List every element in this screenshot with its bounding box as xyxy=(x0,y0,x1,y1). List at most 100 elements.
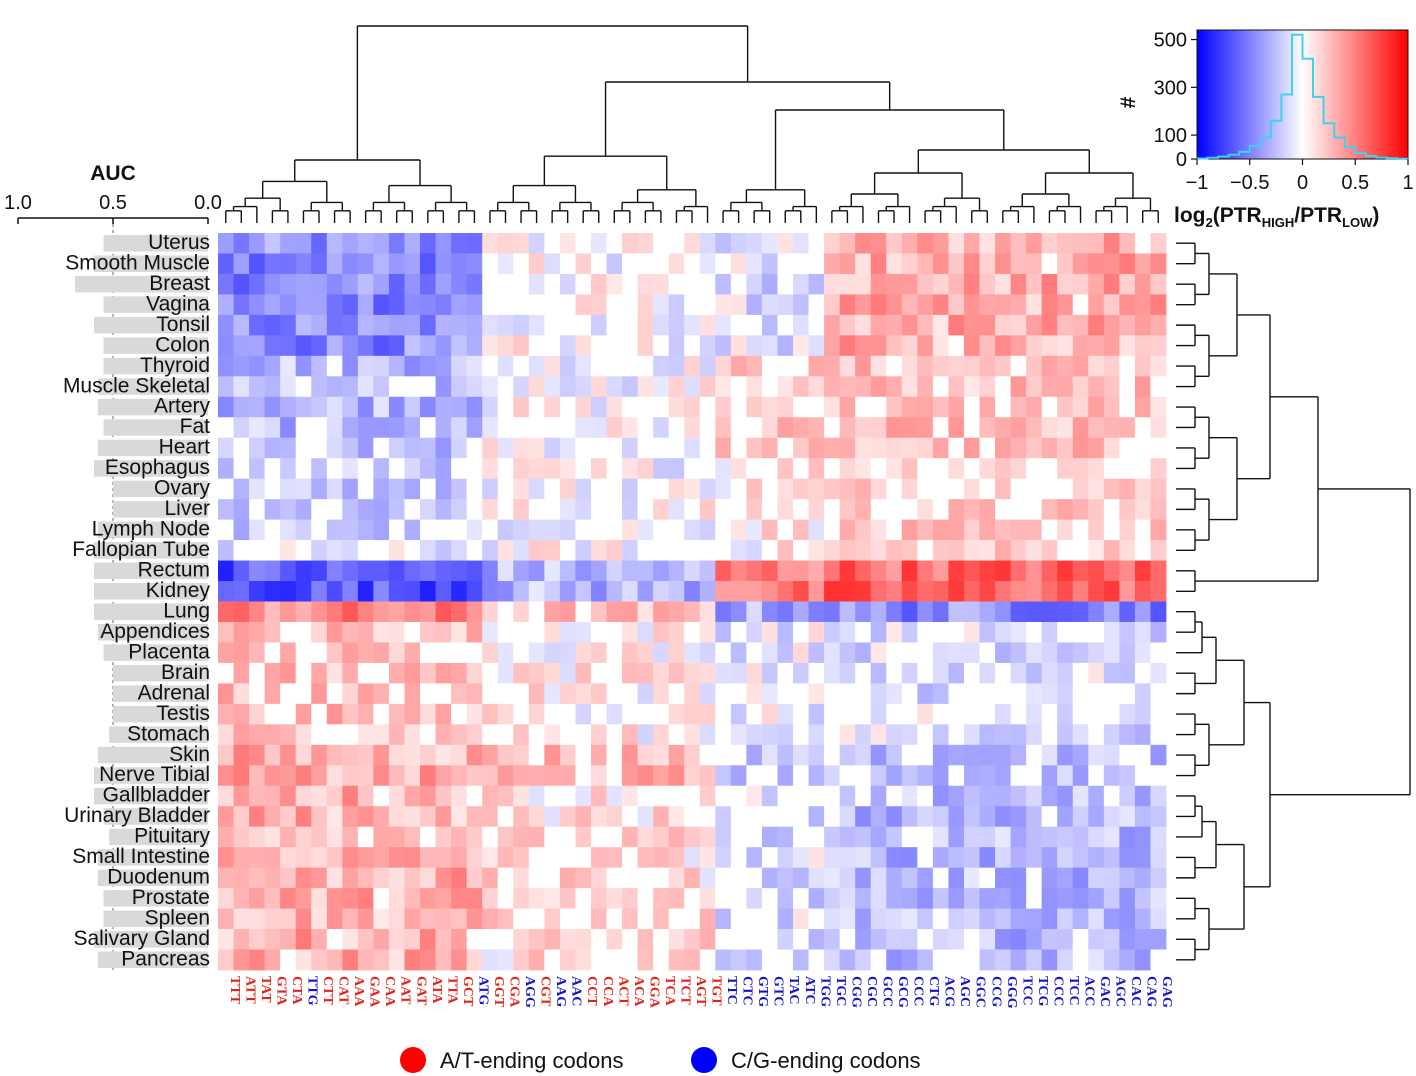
heatmap-cell xyxy=(482,867,499,889)
heatmap-cell xyxy=(1088,949,1105,971)
heatmap-cell xyxy=(1088,560,1105,582)
heatmap-cell xyxy=(1119,376,1136,398)
heatmap-cell xyxy=(280,908,297,930)
heatmap-cell xyxy=(1026,724,1043,746)
heatmap-cell xyxy=(373,417,390,439)
heatmap-cell xyxy=(1134,355,1151,377)
heatmap-cell xyxy=(793,703,809,725)
heatmap-cell xyxy=(513,949,530,971)
heatmap-cell xyxy=(528,396,545,418)
heatmap-cell xyxy=(575,826,592,848)
heatmap-cell xyxy=(746,724,763,746)
codon-label: GGA xyxy=(646,976,661,1009)
heatmap-cell xyxy=(528,581,545,602)
heatmap-cell xyxy=(420,642,436,664)
heatmap-cell xyxy=(264,765,281,787)
heatmap-cell xyxy=(917,744,934,766)
heatmap-cell xyxy=(1088,908,1105,930)
heatmap-cell xyxy=(730,724,747,746)
heatmap-cell xyxy=(482,621,499,643)
heatmap-cell xyxy=(606,662,623,684)
heatmap-cell xyxy=(715,744,732,766)
heatmap-cell xyxy=(342,683,359,705)
codon-label: CGC xyxy=(864,976,879,1007)
heatmap-cell xyxy=(1150,581,1167,602)
heatmap-cell xyxy=(1041,478,1058,500)
heatmap-cell xyxy=(606,540,623,561)
heatmap-cell xyxy=(901,335,918,357)
heatmap-cell xyxy=(793,642,809,664)
heatmap-cell xyxy=(824,253,841,275)
auc-bar xyxy=(94,460,208,477)
heatmap-cell xyxy=(979,581,996,602)
heatmap-cell xyxy=(637,621,654,643)
heatmap-cell xyxy=(637,437,654,459)
heatmap-cell xyxy=(746,642,763,664)
heatmap-cell xyxy=(388,314,405,336)
heatmap-cell xyxy=(684,335,701,357)
heatmap-cell xyxy=(730,621,747,643)
heatmap-cell xyxy=(295,949,312,971)
heatmap-cell xyxy=(684,826,701,848)
heatmap-cell xyxy=(886,355,903,377)
heatmap-cell xyxy=(388,396,405,418)
heatmap-cell xyxy=(575,233,592,254)
heatmap-cell xyxy=(777,458,794,480)
heatmap-cell xyxy=(1150,273,1167,295)
heatmap-cell xyxy=(653,601,670,623)
heatmap-cell xyxy=(575,499,592,521)
heatmap-cell xyxy=(932,867,949,889)
heatmap-cell xyxy=(777,642,794,664)
heatmap-cell xyxy=(326,826,343,848)
heatmap-cell xyxy=(963,314,980,336)
heatmap-cell xyxy=(932,908,949,930)
heatmap-cell xyxy=(746,949,763,971)
heatmap-cell xyxy=(1057,314,1074,336)
heatmap-cell xyxy=(295,478,312,500)
auc-bar xyxy=(109,726,208,743)
codon-label: TAC xyxy=(786,976,801,1005)
heatmap-cell xyxy=(482,662,499,684)
heatmap-cell xyxy=(1150,888,1167,909)
heatmap-cell xyxy=(979,826,996,848)
heatmap-cell xyxy=(404,683,421,705)
heatmap-cell xyxy=(373,396,390,418)
heatmap-cell xyxy=(839,724,856,746)
heatmap-cell xyxy=(295,294,312,316)
heatmap-cell xyxy=(824,847,841,869)
heatmap-cell xyxy=(1010,437,1027,459)
heatmap-cell xyxy=(1150,314,1167,336)
heatmap-cell xyxy=(264,826,281,848)
heatmap-cell xyxy=(932,642,949,664)
heatmap-cell xyxy=(1134,724,1151,746)
heatmap-cell xyxy=(1119,335,1136,357)
heatmap-cell xyxy=(793,949,809,971)
heatmap-cell xyxy=(1026,601,1043,623)
heatmap-cell xyxy=(497,888,514,909)
heatmap-cell xyxy=(793,929,809,950)
heatmap-cell xyxy=(1010,642,1027,664)
heatmap-cell xyxy=(1072,314,1089,336)
heatmap-cell xyxy=(559,867,576,889)
heatmap-cell xyxy=(668,601,685,623)
heatmap-cell xyxy=(404,888,421,909)
heatmap-cell xyxy=(1026,867,1043,889)
heatmap-cell xyxy=(342,662,359,684)
heatmap-cell xyxy=(311,888,328,909)
heatmap-cell xyxy=(777,765,794,787)
heatmap-cell xyxy=(963,478,980,500)
heatmap-cell xyxy=(979,929,996,950)
tissue-label: Colon xyxy=(155,333,210,356)
heatmap-cell xyxy=(746,560,763,582)
heatmap-cell xyxy=(715,376,732,398)
heatmap-cell xyxy=(342,785,359,807)
heatmap-cell xyxy=(218,703,234,725)
heatmap-cell xyxy=(824,519,841,541)
heatmap-cell xyxy=(870,253,887,275)
heatmap-cell xyxy=(995,703,1011,725)
heatmap-cell xyxy=(1134,888,1151,909)
heatmap-cell xyxy=(917,621,934,643)
heatmap-cell xyxy=(746,233,763,254)
heatmap-cell xyxy=(575,273,592,295)
heatmap-cell xyxy=(684,273,701,295)
